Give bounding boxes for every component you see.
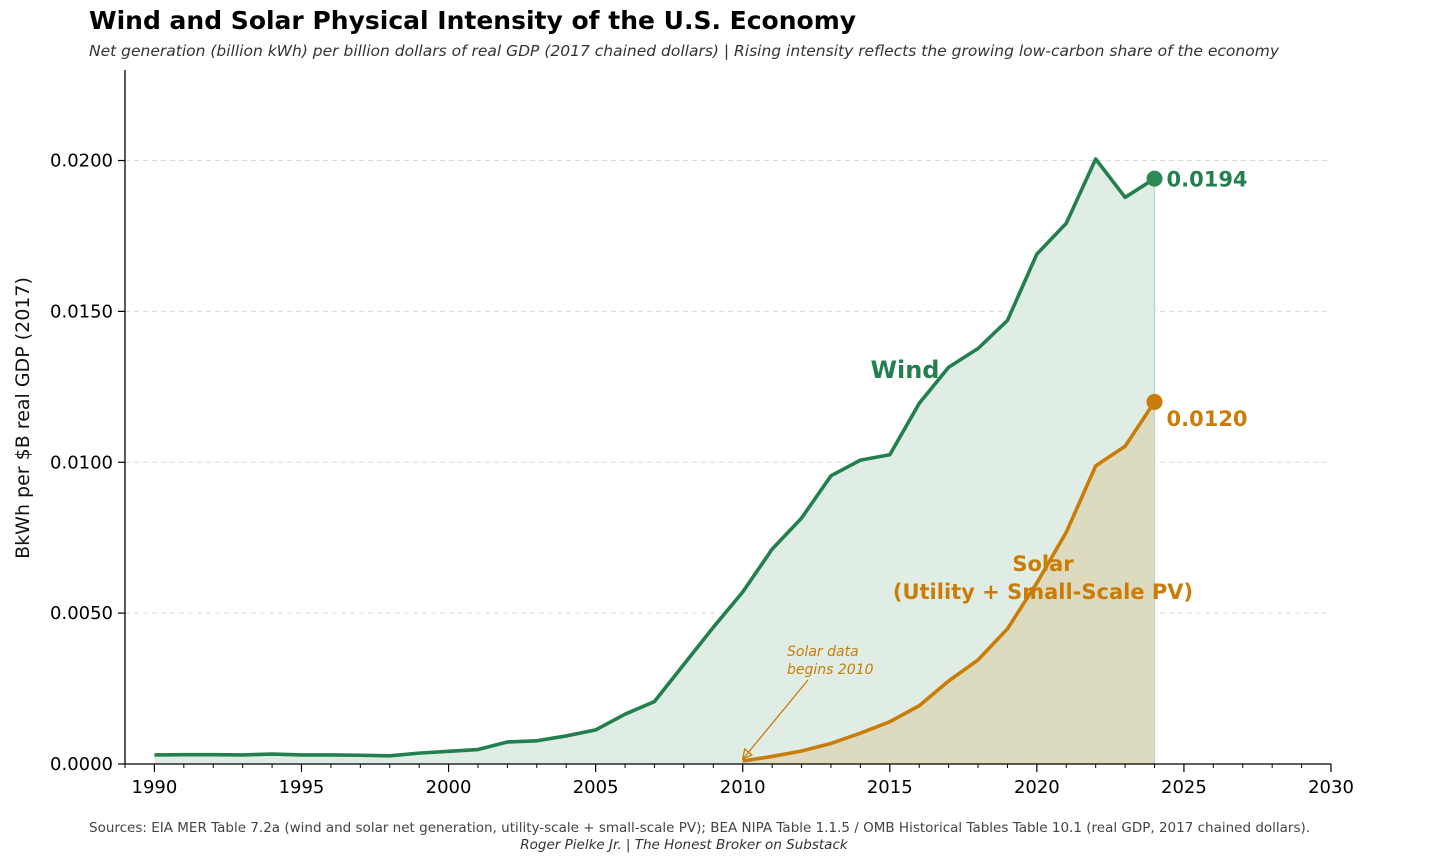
x-tick-label: 2005 xyxy=(573,777,619,798)
solar-end-point xyxy=(1146,393,1163,410)
wind-area xyxy=(154,159,1155,764)
x-tick-label: 2030 xyxy=(1308,777,1354,798)
wind-end-value: 0.0194 xyxy=(1167,168,1248,192)
credit-line: Roger Pielke Jr. | The Honest Broker on … xyxy=(520,837,848,853)
wind-end-point xyxy=(1146,170,1163,187)
y-tick-label: 0.0100 xyxy=(50,452,113,473)
solar-area xyxy=(742,401,1155,764)
solar-line xyxy=(742,400,1157,763)
solar-note-arrowhead xyxy=(741,747,753,761)
y-tick-label: 0.0050 xyxy=(50,603,113,624)
area-fills xyxy=(154,159,1156,764)
x-tick-label: 1995 xyxy=(279,777,325,798)
source-note: Sources: EIA MER Table 7.2a (wind and so… xyxy=(89,820,1311,836)
annotations: Wind Solar (Utility + Small-Scale PV) 0.019… xyxy=(741,168,1248,761)
y-tick-label: 0.0000 xyxy=(50,754,113,775)
x-tick-label: 2000 xyxy=(426,777,472,798)
chart-title: Wind and Solar Physical Intensity of the… xyxy=(89,6,857,35)
x-tick-label: 2010 xyxy=(720,777,766,798)
series-lines xyxy=(154,157,1163,763)
solar-note-line1: Solar data xyxy=(787,644,859,660)
x-tick-label: 2020 xyxy=(1014,777,1060,798)
solar-note-arrow xyxy=(743,679,809,759)
wind-label: Wind xyxy=(871,356,940,384)
solar-note-line2: begins 2010 xyxy=(787,662,874,678)
solar-label: Solar xyxy=(1012,552,1074,576)
y-tick-label: 0.0150 xyxy=(50,301,113,322)
x-tick-label: 2025 xyxy=(1161,777,1207,798)
wind-line xyxy=(154,157,1156,758)
x-tick-label: 2015 xyxy=(867,777,913,798)
chart-subtitle: Net generation (billion kWh) per billion… xyxy=(89,42,1279,60)
solar-end-value: 0.0120 xyxy=(1167,407,1248,431)
y-tick-label: 0.0200 xyxy=(50,151,113,172)
y-axis-label: BkWh per $B real GDP (2017) xyxy=(12,277,34,559)
x-tick-label: 1990 xyxy=(132,777,178,798)
solar-label-detail: (Utility + Small-Scale PV) xyxy=(893,580,1193,604)
axes: 0.0000 0.0050 0.0100 0.0150 0.0200 1990 1995 20… xyxy=(12,70,1354,798)
